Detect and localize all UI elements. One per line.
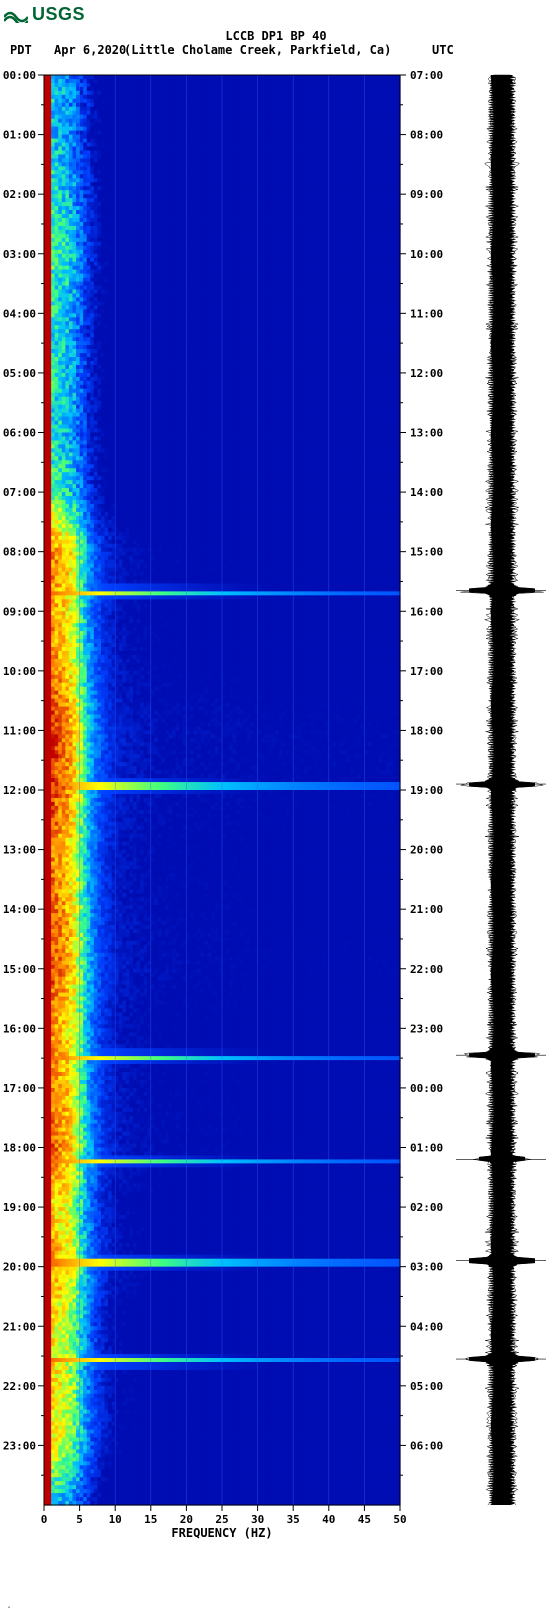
title-line2: (Little Cholame Creek, Parkfield, Ca) (124, 43, 432, 57)
tz-left: PDT (10, 43, 54, 57)
header-date: Apr 6,2020 (54, 43, 124, 57)
tz-right: UTC (432, 43, 542, 57)
usgs-logo-text: USGS (32, 4, 85, 25)
chart-title: LCCB DP1 BP 40 (0, 29, 552, 43)
usgs-wave-icon (4, 7, 28, 23)
header-row: PDT Apr 6,2020 (Little Cholame Creek, Pa… (0, 43, 552, 57)
usgs-logo: USGS (0, 0, 552, 29)
title-line1: LCCB DP1 BP 40 (0, 29, 552, 43)
footer-mark: . (6, 1600, 12, 1611)
spectrogram-svg: 0510152025303540455000:0001:0002:0003:00… (0, 63, 552, 1543)
plot-area: 0510152025303540455000:0001:0002:0003:00… (0, 63, 552, 1546)
